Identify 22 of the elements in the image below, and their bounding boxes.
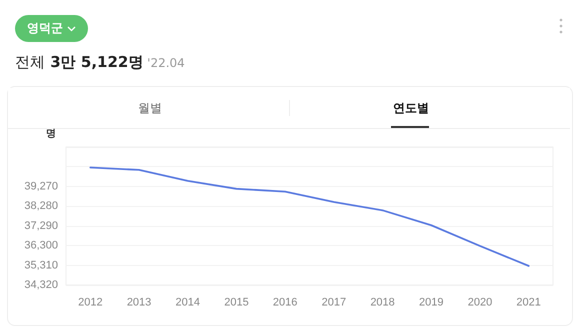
x-tick-label: 2021	[516, 296, 541, 308]
x-tick-label: 2020	[468, 296, 492, 308]
x-tick-label: 2017	[322, 296, 346, 308]
x-tick-label: 2019	[419, 296, 444, 308]
y-tick-label: 36,300	[24, 240, 58, 252]
y-axis-title: 명	[46, 128, 56, 140]
y-tick-label: 35,310	[24, 259, 58, 272]
x-tick-label: 2018	[370, 296, 395, 308]
text: 연도별	[393, 100, 429, 117]
x-tick-label: 2016	[272, 296, 298, 308]
y-tick-label: 38,280	[24, 200, 58, 212]
y-tick-label: 37,290	[24, 220, 58, 232]
chart-title: 영덕군	[27, 20, 63, 37]
text: 월별	[138, 100, 162, 117]
chart-subtitle: 전체 3만 5,122명 '22.04	[15, 53, 185, 71]
x-tick-label: 2015	[224, 296, 249, 308]
x-tick-label: 2013	[126, 296, 152, 308]
x-tick-label: 2014	[176, 296, 200, 308]
line-series	[89, 166, 530, 267]
y-tick-label: 39,270	[24, 180, 58, 192]
x-tick-label: 2012	[78, 296, 103, 308]
y-tick-label: 34,320	[24, 279, 58, 291]
